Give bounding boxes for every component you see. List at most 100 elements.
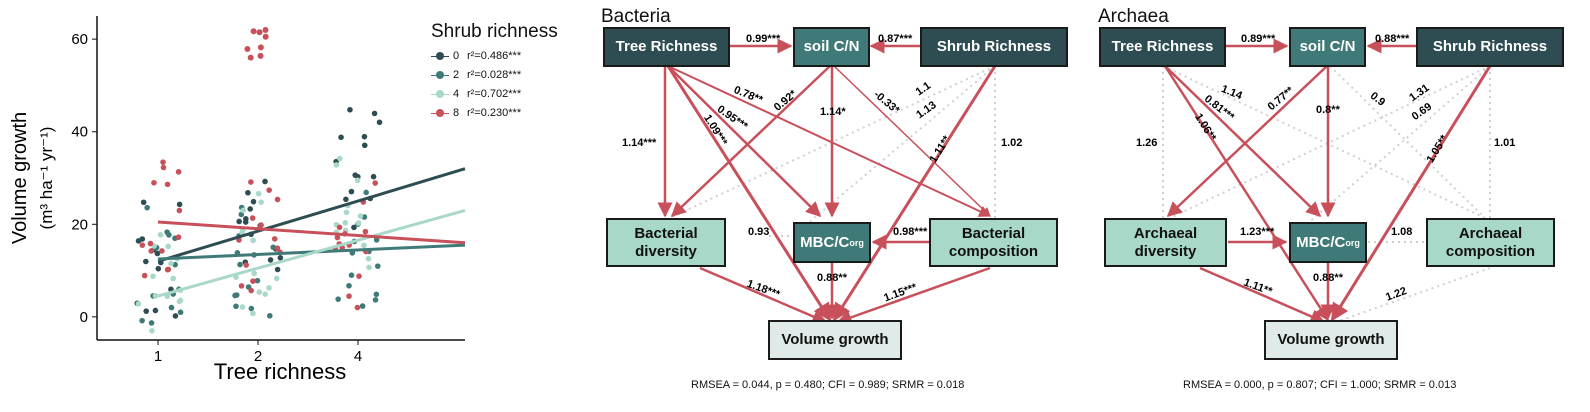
legend-fit-2: r²=0.028*** bbox=[467, 69, 522, 81]
data-point bbox=[164, 229, 170, 235]
data-point bbox=[143, 308, 150, 314]
data-point bbox=[271, 236, 278, 242]
bacteria-node-soilcn-label: soil C/N bbox=[803, 38, 860, 55]
archaea-model-fit: RMSEA = 0.000, p = 0.807; CFI = 1.000; S… bbox=[1183, 379, 1457, 391]
data-point bbox=[335, 296, 341, 302]
data-point bbox=[160, 159, 166, 165]
data-point bbox=[250, 237, 256, 244]
coef-shrub-soil: 0.87*** bbox=[878, 33, 913, 45]
data-point bbox=[168, 260, 174, 267]
data-point bbox=[346, 293, 352, 299]
a-coef-122: 1.22 bbox=[1384, 285, 1408, 304]
archaea-node-shrub-label: Shrub Richness bbox=[1432, 38, 1548, 55]
data-point bbox=[254, 277, 261, 284]
data-point bbox=[248, 287, 254, 294]
data-point bbox=[249, 215, 256, 221]
data-point bbox=[266, 312, 273, 319]
data-point bbox=[363, 189, 369, 196]
data-point bbox=[337, 155, 343, 162]
legend-item-2: 2 r²=0.028*** bbox=[431, 69, 521, 81]
bacteria-node-shrub-label: Shrub Richness bbox=[936, 38, 1052, 55]
coef-114: 1.14* bbox=[820, 106, 846, 118]
data-point bbox=[248, 179, 254, 185]
data-point bbox=[149, 327, 155, 334]
data-point bbox=[373, 237, 380, 243]
archaea-node-mbc: MBC/C org bbox=[1289, 222, 1367, 263]
archaea-node-composition: Archaeal composition bbox=[1426, 218, 1555, 267]
data-point bbox=[250, 198, 257, 205]
archaea-div-label-1: Archaeal bbox=[1133, 224, 1198, 242]
archaea-comp-label-1: Archaeal bbox=[1458, 224, 1523, 242]
data-point bbox=[247, 206, 253, 212]
data-point bbox=[144, 204, 150, 211]
bacteria-node-composition: Bacterial composition bbox=[929, 218, 1058, 267]
coef-093: 0.93 bbox=[748, 226, 769, 238]
a-coef-shrub-soil: 0.88*** bbox=[1375, 33, 1410, 45]
data-point bbox=[334, 234, 341, 241]
data-point bbox=[266, 285, 272, 291]
data-point bbox=[152, 307, 159, 314]
bacteria-mbc-label: MBC/C bbox=[800, 233, 850, 251]
a-coef-106: 1.06** bbox=[1192, 111, 1218, 143]
bacteria-node-soil-cn: soil C/N bbox=[793, 27, 870, 67]
data-point bbox=[154, 250, 161, 257]
data-point bbox=[164, 266, 171, 273]
data-point bbox=[160, 164, 167, 171]
data-point bbox=[148, 320, 155, 326]
coef-088: 0.88** bbox=[817, 272, 848, 284]
data-point bbox=[351, 224, 357, 231]
a-coef-108: 1.08 bbox=[1391, 226, 1412, 238]
legend-item-4: 4 r²=0.702*** bbox=[431, 88, 521, 100]
coef-tree-div: 1.14*** bbox=[622, 137, 657, 149]
data-point bbox=[151, 179, 157, 186]
fit-line-0 bbox=[157, 167, 466, 263]
data-point bbox=[243, 216, 249, 222]
data-point bbox=[274, 266, 281, 273]
data-point bbox=[371, 110, 378, 117]
archaea-node-soilcn-label: soil C/N bbox=[1299, 38, 1356, 55]
data-point bbox=[258, 199, 264, 205]
data-point bbox=[238, 283, 245, 289]
y-tick-label: 60 bbox=[71, 31, 88, 48]
archaea-vol-label: Volume growth bbox=[1277, 331, 1385, 348]
data-point bbox=[147, 240, 154, 247]
x-tick-label: 4 bbox=[354, 348, 362, 365]
bacteria-node-volume-growth: Volume growth bbox=[768, 320, 902, 360]
data-point bbox=[374, 263, 381, 269]
a-coef-123: 1.23*** bbox=[1240, 226, 1275, 238]
fit-lines bbox=[157, 167, 466, 298]
data-point bbox=[267, 257, 274, 263]
a-coef-126: 1.26 bbox=[1136, 137, 1157, 149]
data-point bbox=[245, 189, 251, 196]
data-point bbox=[176, 207, 183, 214]
y-axis-unit: (m³ ha⁻¹ yr⁻¹) bbox=[37, 127, 56, 230]
x-axis-label: Tree richness bbox=[214, 359, 346, 384]
data-point bbox=[152, 292, 159, 299]
data-point bbox=[250, 310, 256, 317]
y-ticks: 0 20 40 60 bbox=[71, 31, 97, 326]
data-point bbox=[333, 162, 340, 168]
a-coef-tree-soil: 0.89*** bbox=[1241, 33, 1276, 45]
x-ticks: 1 2 4 bbox=[154, 340, 362, 365]
data-point bbox=[274, 245, 281, 252]
data-point bbox=[170, 275, 176, 282]
data-point bbox=[139, 317, 145, 324]
data-point bbox=[352, 172, 359, 178]
data-point bbox=[257, 52, 264, 59]
data-point bbox=[370, 173, 377, 180]
archaea-title: Archaea bbox=[1098, 6, 1169, 27]
data-point bbox=[256, 289, 263, 295]
archaea-node-soil-cn: soil C/N bbox=[1289, 27, 1366, 67]
data-point bbox=[274, 196, 281, 203]
data-point bbox=[365, 255, 372, 262]
bacteria-nonsig-paths bbox=[669, 65, 996, 237]
data-point bbox=[256, 29, 263, 36]
data-point bbox=[139, 242, 146, 248]
data-point bbox=[175, 234, 182, 241]
fit-line-4 bbox=[157, 208, 466, 298]
archaea-nonsig-paths bbox=[1162, 65, 1491, 323]
data-point bbox=[135, 300, 142, 307]
data-point bbox=[236, 218, 242, 225]
data-point bbox=[348, 272, 355, 278]
bacteria-mbc-sub: org bbox=[849, 237, 864, 248]
